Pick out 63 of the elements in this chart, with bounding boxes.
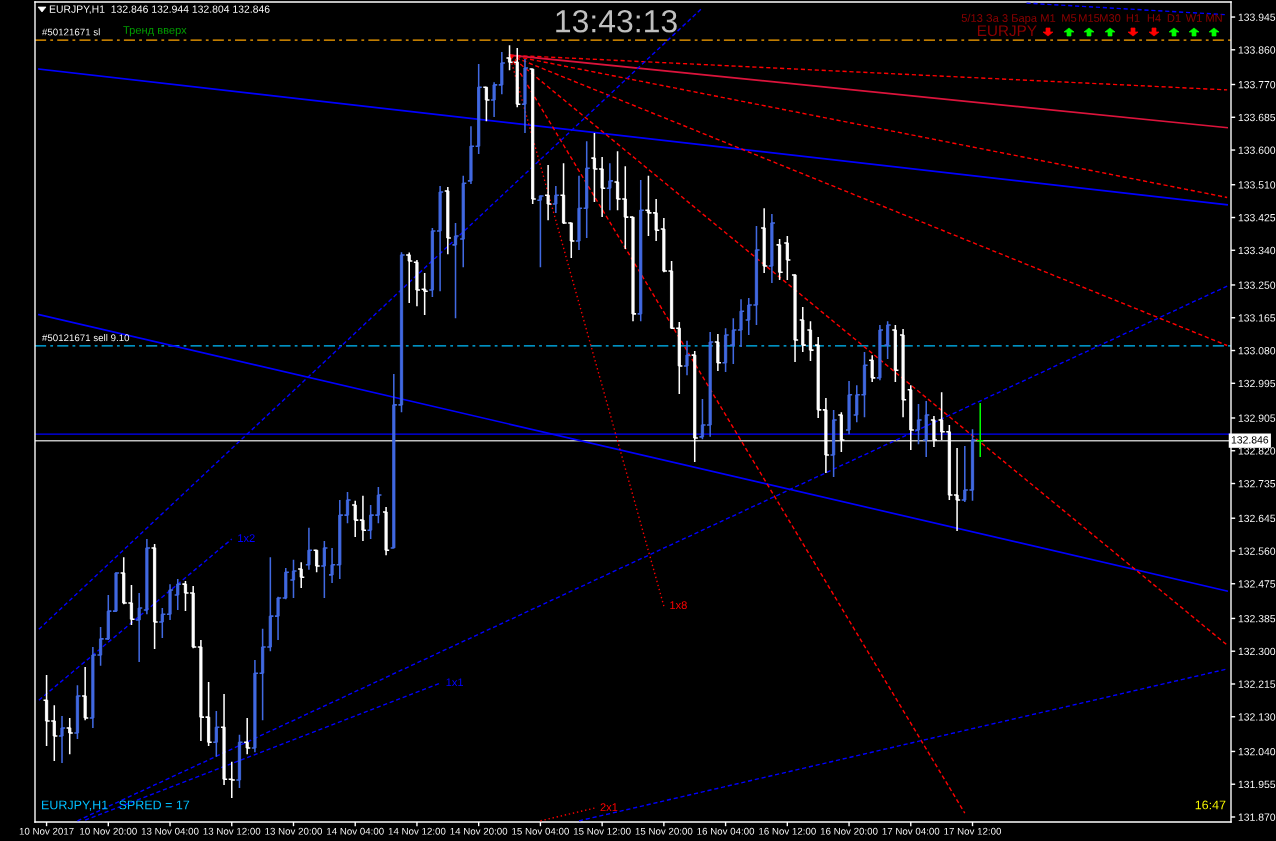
y-tick-label: 132.475 xyxy=(1238,580,1276,588)
x-tick-label: 14 Nov 04:00 xyxy=(327,827,384,835)
x-tick-label: 17 Nov 12:00 xyxy=(944,827,1002,835)
y-tick-label: 132.995 xyxy=(1238,379,1276,388)
annotation: 16:47 xyxy=(1195,800,1226,810)
y-tick-label: 132.560 xyxy=(1238,547,1276,555)
chart-title: EURJPY,H1 132.846 132.944 132.804 132.846 xyxy=(49,5,270,15)
x-tick-label: 10 Nov 2017 xyxy=(19,827,74,835)
series-label: 1x2 xyxy=(238,534,255,542)
y-tick-label: 133.340 xyxy=(1238,246,1276,255)
annotation: H1 xyxy=(1126,14,1140,22)
y-tick-label: 132.300 xyxy=(1238,647,1276,656)
annotation: 13:43:13 xyxy=(556,9,677,33)
x-tick-label: 14 Nov 12:00 xyxy=(388,827,446,835)
x-tick-label: 13 Nov 12:00 xyxy=(203,827,261,835)
annotation: W1 xyxy=(1185,14,1202,22)
y-tick-label: 133.600 xyxy=(1238,146,1276,154)
x-tick-label: 13 Nov 04:00 xyxy=(141,827,199,835)
annotation: M30 xyxy=(1100,14,1121,22)
annotation: EURJPY xyxy=(977,25,1037,37)
x-tick-label: 15 Nov 12:00 xyxy=(573,827,631,835)
y-tick-label: 131.955 xyxy=(1238,780,1276,789)
y-tick-label: 132.905 xyxy=(1238,414,1276,422)
y-tick-label: 133.945 xyxy=(1238,13,1276,21)
x-tick-label: 10 Nov 20:00 xyxy=(80,827,137,835)
y-tick-label: 132.735 xyxy=(1238,480,1276,488)
ref-line-label: #50121671 sl xyxy=(41,28,100,36)
series-label: 1x1 xyxy=(446,678,464,687)
x-tick-label: 16 Nov 04:00 xyxy=(697,827,755,835)
annotation: H4 xyxy=(1147,14,1161,22)
series-label: 2x1 xyxy=(600,803,618,811)
annotation: D1 xyxy=(1167,14,1181,22)
annotation: M1 xyxy=(1041,14,1056,22)
annotation: M5 xyxy=(1062,14,1077,22)
annotation: MN xyxy=(1206,14,1222,22)
x-tick-label: 16 Nov 20:00 xyxy=(820,827,878,835)
y-tick-label: 133.860 xyxy=(1238,46,1276,54)
y-tick-label: 132.130 xyxy=(1238,713,1276,721)
x-tick-label: 16 Nov 12:00 xyxy=(759,827,816,835)
y-tick-label: 132.645 xyxy=(1238,514,1276,523)
ref-line-label: #50121671 sell 9.10 xyxy=(41,334,130,342)
ref-line-label: 132.846 xyxy=(1231,436,1269,444)
y-tick-label: 133.425 xyxy=(1238,214,1276,222)
y-tick-label: 132.040 xyxy=(1238,747,1276,756)
x-tick-label: 15 Nov 04:00 xyxy=(512,827,569,835)
y-tick-label: 133.165 xyxy=(1238,314,1276,322)
annotation: 5/13 За 3 Бара xyxy=(961,13,1037,25)
annotation: M15 xyxy=(1079,14,1100,22)
y-tick-label: 131.870 xyxy=(1238,813,1276,821)
x-tick-label: 13 Nov 20:00 xyxy=(265,827,323,835)
series-label: 1x8 xyxy=(670,601,687,610)
y-tick-label: 133.510 xyxy=(1238,181,1276,189)
y-tick-label: 133.685 xyxy=(1238,113,1276,122)
y-tick-label: 132.215 xyxy=(1238,680,1276,688)
annotation: Тренд вверх xyxy=(123,26,187,37)
y-tick-label: 133.250 xyxy=(1238,281,1276,289)
x-tick-label: 17 Nov 04:00 xyxy=(882,827,940,835)
x-tick-label: 15 Nov 20:00 xyxy=(635,827,693,835)
y-tick-label: 133.770 xyxy=(1238,81,1276,89)
y-tick-label: 132.385 xyxy=(1238,614,1276,623)
x-tick-label: 14 Nov 20:00 xyxy=(450,827,508,835)
y-tick-label: 133.080 xyxy=(1238,347,1276,355)
y-tick-label: 132.820 xyxy=(1238,447,1276,455)
